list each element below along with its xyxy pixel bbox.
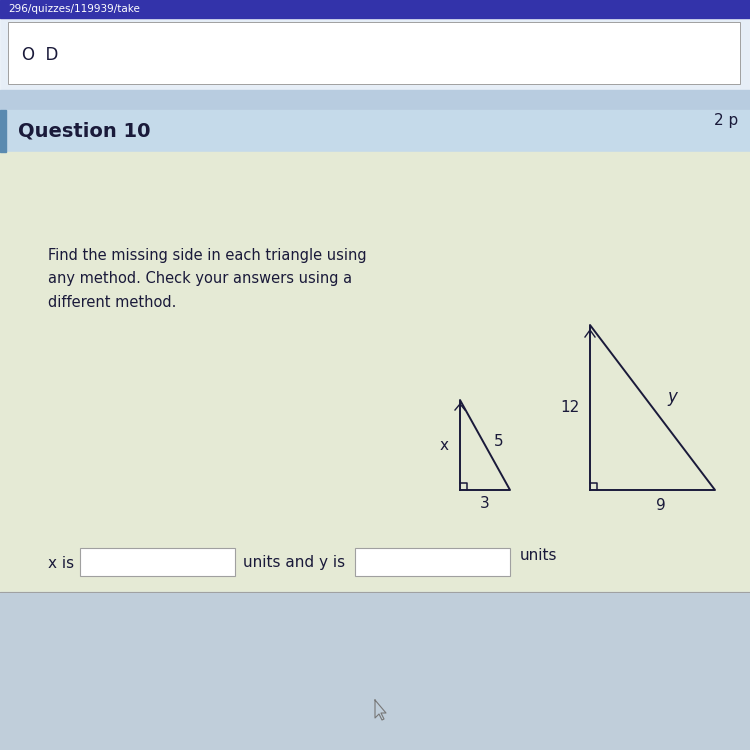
Bar bbox=[8, 22, 740, 84]
Text: 2 p: 2 p bbox=[714, 112, 738, 128]
Bar bbox=[0, 18, 750, 90]
Bar bbox=[80, 548, 235, 576]
Bar bbox=[0, 110, 6, 152]
Bar bbox=[0, 152, 750, 592]
Text: Find the missing side in each triangle using
any method. Check your answers usin: Find the missing side in each triangle u… bbox=[48, 248, 367, 310]
Text: 9: 9 bbox=[656, 497, 665, 512]
Text: 5: 5 bbox=[494, 433, 504, 448]
Text: 3: 3 bbox=[480, 496, 490, 512]
Text: Question 10: Question 10 bbox=[18, 122, 151, 140]
Bar bbox=[0, 18, 750, 90]
Text: x is: x is bbox=[48, 556, 74, 571]
Bar bbox=[0, 90, 750, 110]
Bar bbox=[355, 548, 510, 576]
Bar bbox=[0, 592, 750, 750]
Text: y: y bbox=[668, 388, 677, 406]
Bar bbox=[0, 110, 750, 152]
Text: units and y is: units and y is bbox=[243, 556, 345, 571]
Bar bbox=[0, 0, 750, 18]
Text: 296/quizzes/119939/take: 296/quizzes/119939/take bbox=[8, 4, 140, 14]
Text: units: units bbox=[520, 548, 557, 563]
Text: x: x bbox=[440, 437, 448, 452]
Text: O  D: O D bbox=[22, 46, 58, 64]
Text: 12: 12 bbox=[560, 400, 580, 415]
